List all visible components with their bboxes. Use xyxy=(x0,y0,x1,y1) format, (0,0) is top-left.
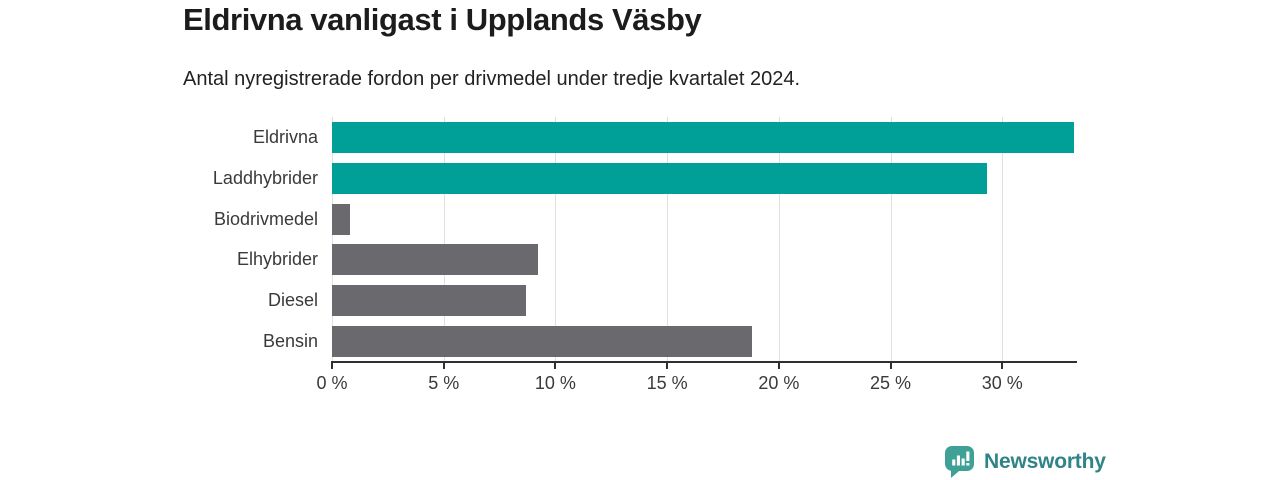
x-tick xyxy=(889,363,892,369)
x-tick-label: 30 % xyxy=(981,373,1023,393)
category-label: Laddhybrider xyxy=(212,167,318,188)
category-label: Diesel xyxy=(267,290,318,311)
category-label: Bensin xyxy=(262,331,318,352)
x-tick xyxy=(777,363,780,369)
bars-layer xyxy=(332,117,1076,362)
x-tick xyxy=(442,363,445,369)
bar-biodrivmedel xyxy=(332,203,350,235)
category-labels-column: Eldrivna Laddhybrider Biodrivmedel Elhybrid… xyxy=(0,117,318,362)
bar-bensin xyxy=(332,326,753,358)
bar-row xyxy=(332,239,1076,280)
bar-row xyxy=(332,280,1076,321)
gridline xyxy=(332,117,333,362)
x-axis-line xyxy=(331,361,1077,363)
x-tick-label: 20 % xyxy=(758,373,800,393)
x-tick-label: 15 % xyxy=(646,373,688,393)
x-tick-label: 10 % xyxy=(534,373,576,393)
bar-row xyxy=(332,199,1076,240)
category-label: Elhybrider xyxy=(236,249,318,270)
gridline xyxy=(443,117,445,362)
gridline xyxy=(778,117,780,362)
bar-row xyxy=(332,321,1076,362)
x-tick-label: 25 % xyxy=(870,373,912,393)
newsworthy-wordmark: Newsworthy xyxy=(984,449,1106,473)
gridline xyxy=(890,117,892,362)
bar-eldrivna xyxy=(332,121,1074,153)
gridline xyxy=(555,117,557,362)
x-tick xyxy=(666,363,669,369)
bar-row xyxy=(332,158,1076,199)
plot-area: 0 % 5 % 10 % 15 % 20 % 25 % 30 % xyxy=(316,117,1076,393)
category-label: Eldrivna xyxy=(252,126,318,147)
bar-laddhybrider xyxy=(332,162,987,194)
x-tick xyxy=(1001,363,1004,369)
x-tick xyxy=(331,363,333,369)
gridline xyxy=(667,117,669,362)
chart-subtitle: Antal nyregistrerade fordon per drivmede… xyxy=(183,68,801,90)
newsworthy-icon xyxy=(945,446,974,478)
newsworthy-logo[interactable]: Newsworthy xyxy=(944,445,1106,478)
x-tick xyxy=(554,363,557,369)
bar-row xyxy=(332,117,1076,158)
gridline xyxy=(1002,117,1004,362)
chart-title: Eldrivna vanligast i Upplands Väsby xyxy=(183,2,702,37)
x-tick-label: 0 % xyxy=(316,373,348,393)
category-label: Biodrivmedel xyxy=(213,208,318,229)
x-tick-label: 5 % xyxy=(428,373,460,393)
bar-diesel xyxy=(332,285,527,317)
bar-elhybrider xyxy=(332,244,538,276)
